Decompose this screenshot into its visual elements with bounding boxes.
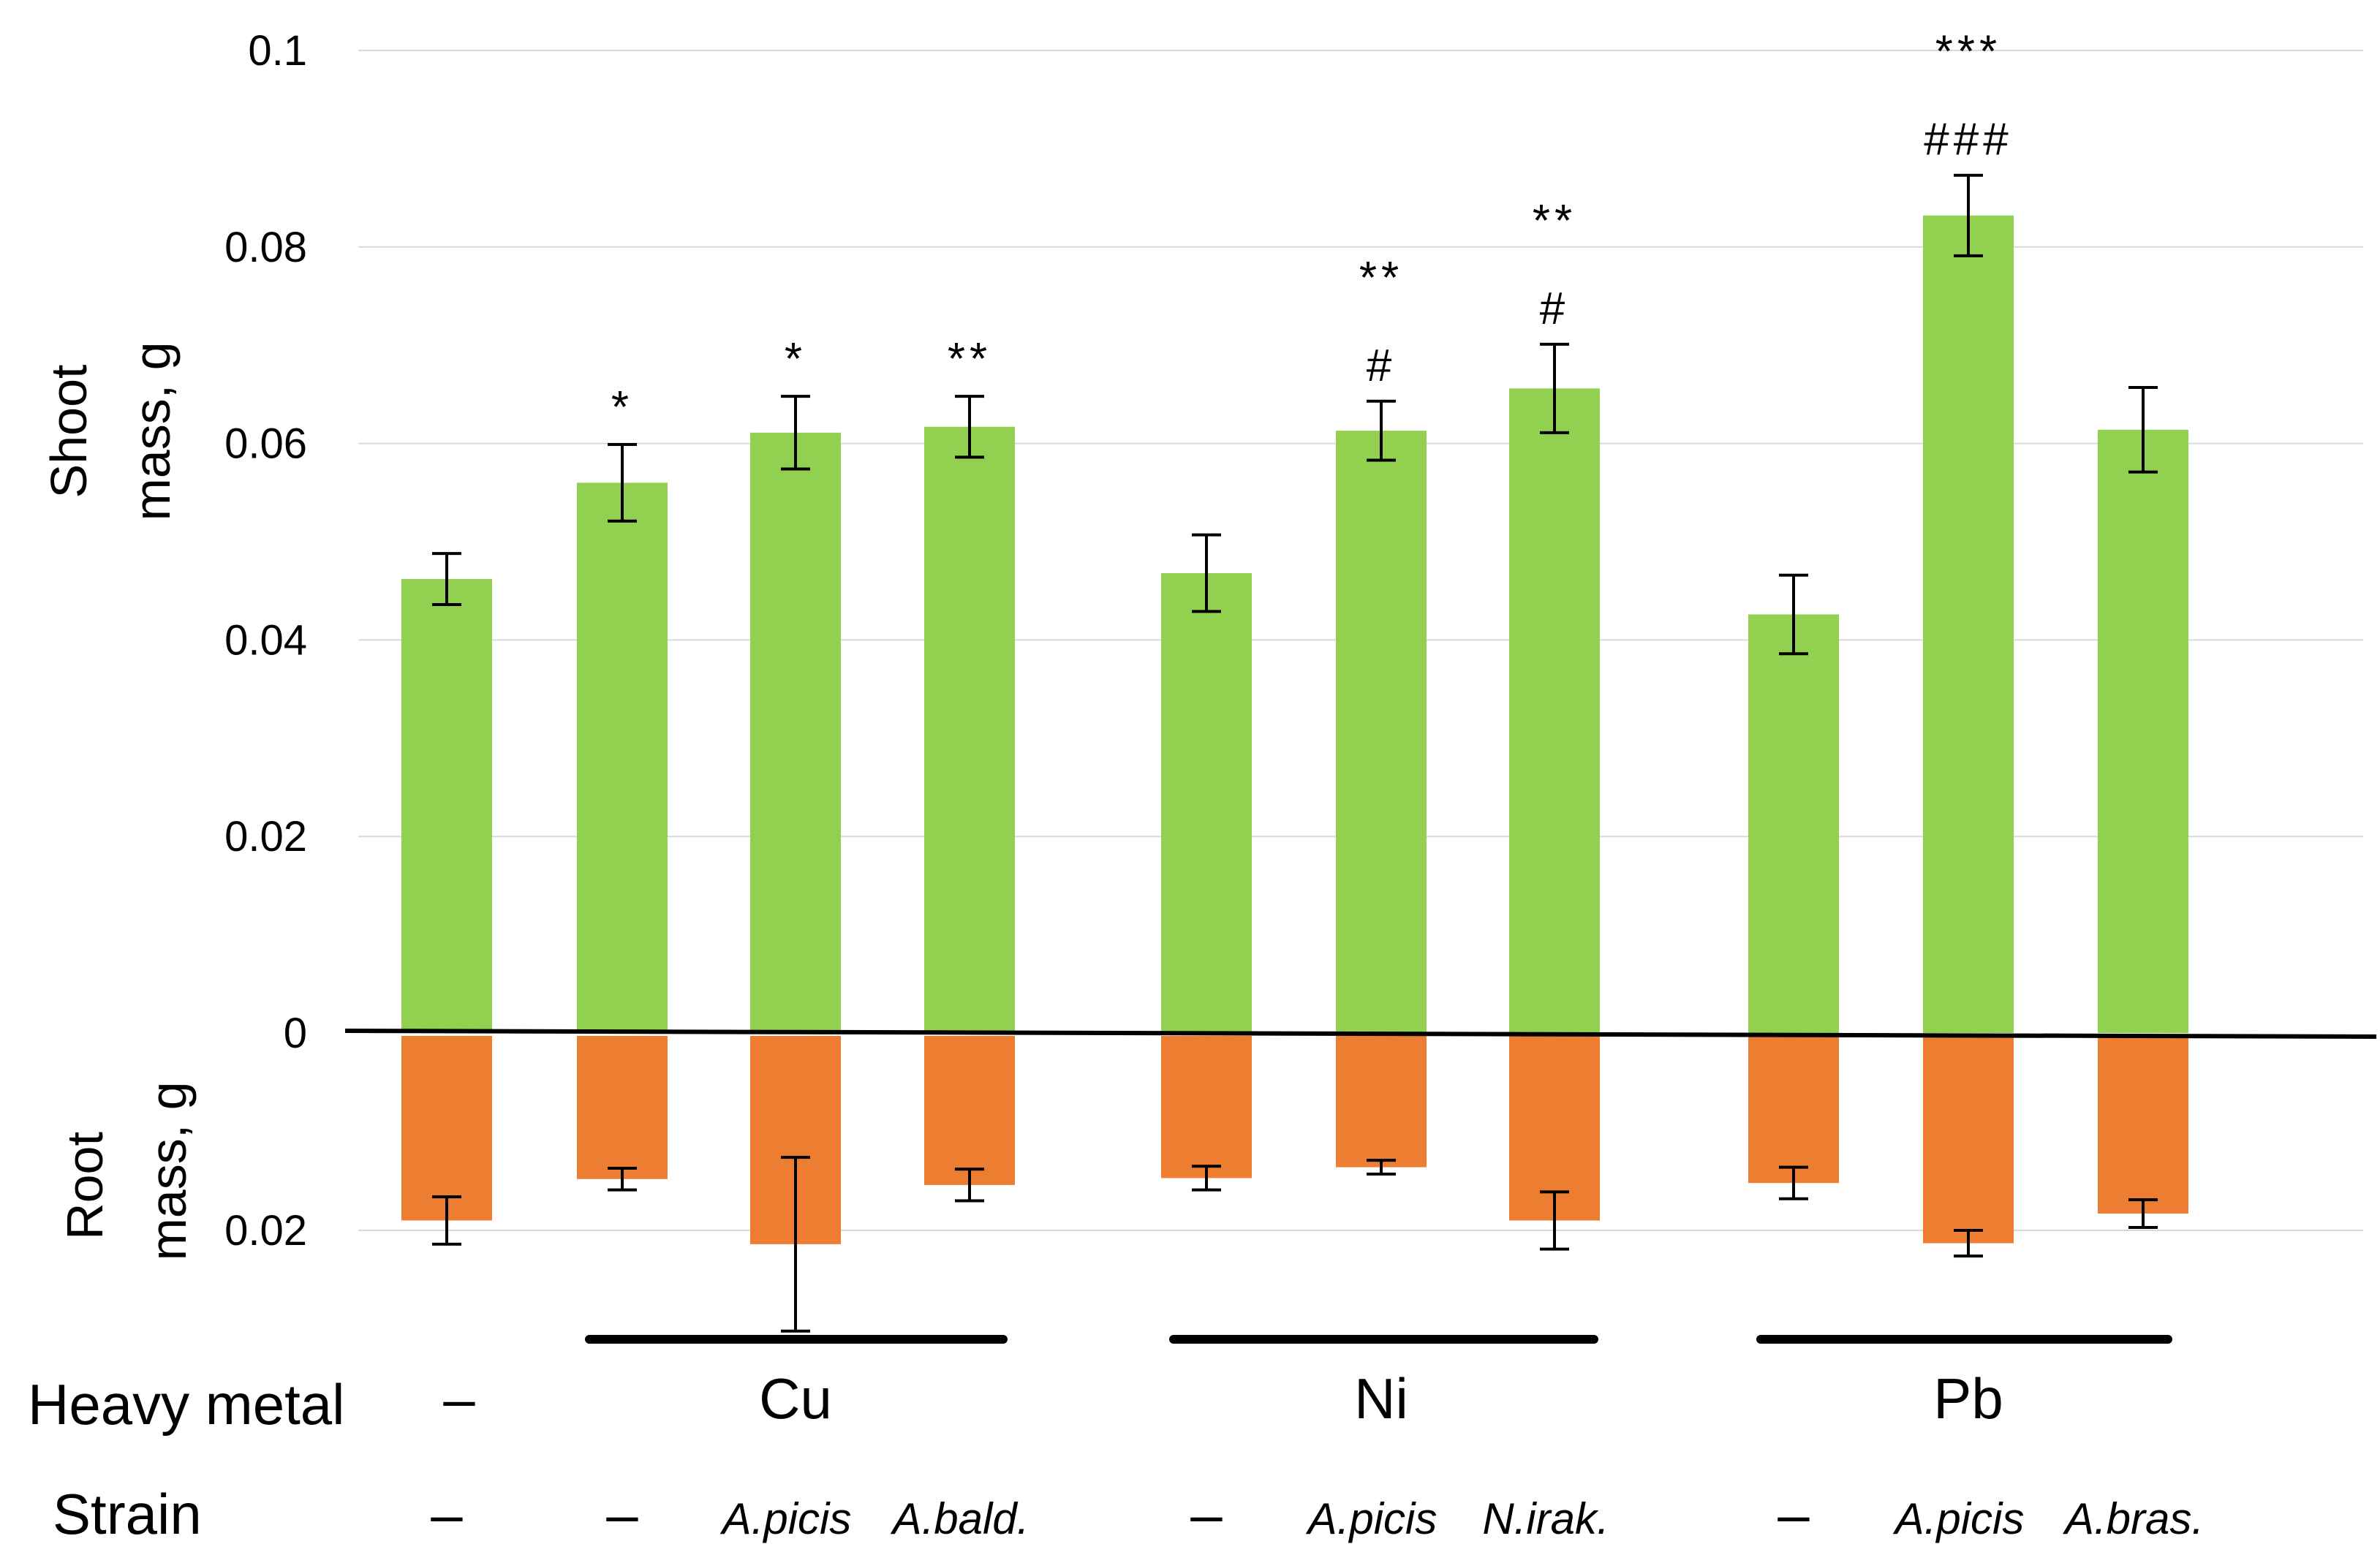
heavy-metal-label: Cu bbox=[759, 1366, 832, 1431]
significance-hash: # bbox=[1540, 284, 1569, 334]
root-bar bbox=[577, 1036, 668, 1179]
shoot-ylabel-line2: mass, g bbox=[124, 341, 181, 521]
root-bar bbox=[1748, 1036, 1839, 1184]
y-tick-label: 0 bbox=[284, 1010, 307, 1057]
shoot-bar bbox=[1923, 215, 2014, 1033]
strain-label: A.picis bbox=[1893, 1494, 2025, 1543]
y-tick-label: 0.08 bbox=[224, 224, 307, 271]
root-bar bbox=[1161, 1036, 1252, 1178]
root-bar bbox=[401, 1036, 492, 1221]
y-tick-label: 0.04 bbox=[224, 616, 307, 664]
significance-star: ** bbox=[948, 334, 991, 385]
root-bar bbox=[924, 1036, 1015, 1185]
y-tick-label: 0.06 bbox=[224, 420, 307, 468]
heavy-metal-label: Pb bbox=[1933, 1366, 2003, 1431]
strain-label: A.picis bbox=[720, 1494, 852, 1543]
zero-axis-line bbox=[344, 1029, 2377, 1039]
treatment-table: Heavy metal Strain bbox=[28, 1372, 345, 1546]
shoot-ylabel-line1: Shoot bbox=[40, 365, 97, 499]
significance-star: ** bbox=[1359, 253, 1403, 303]
root-bar bbox=[2098, 1036, 2188, 1214]
shoot-bar bbox=[577, 482, 668, 1033]
heavy-metal-label: – bbox=[443, 1366, 475, 1431]
heavy-metal-label: Ni bbox=[1354, 1366, 1408, 1431]
bars bbox=[401, 215, 2188, 1244]
strain-label: – bbox=[606, 1482, 638, 1546]
y-tick-label: 0.1 bbox=[248, 27, 307, 75]
strain-label: A.bras. bbox=[2063, 1494, 2204, 1543]
strain-label: – bbox=[431, 1482, 463, 1546]
strain-label: A.picis bbox=[1306, 1494, 1438, 1543]
strain-label: – bbox=[1190, 1482, 1223, 1546]
root-bar bbox=[1336, 1036, 1427, 1167]
strain-label: – bbox=[1778, 1482, 1810, 1546]
error-bars bbox=[432, 173, 2158, 1333]
heavy-metal-row-label: Heavy metal bbox=[28, 1372, 345, 1437]
shoot-bar bbox=[1336, 431, 1427, 1033]
shoot-bar bbox=[1509, 388, 1600, 1033]
shoot-bar bbox=[2098, 429, 2188, 1033]
y-axis-ticks: 0 0.02 0.04 0.06 0.08 0.1 0.02 bbox=[224, 27, 307, 1254]
shoot-bar bbox=[1161, 573, 1252, 1033]
significance-star: *** bbox=[1935, 27, 2001, 77]
strain-label: N.irak. bbox=[1482, 1494, 1609, 1543]
significance-star: ** bbox=[1533, 196, 1576, 246]
shoot-bar bbox=[1748, 614, 1839, 1033]
root-tick-label: 0.02 bbox=[224, 1207, 307, 1254]
strain-labels: – – A.picis A.bald. – A.picis N.irak. – A.picis A… bbox=[431, 1482, 2204, 1546]
root-ylabel-line2: mass, g bbox=[140, 1081, 197, 1260]
root-bar bbox=[1923, 1036, 2014, 1244]
strain-label: A.bald. bbox=[891, 1494, 1030, 1543]
shoot-bar bbox=[401, 579, 492, 1033]
significance-hash: # bbox=[1367, 341, 1396, 391]
root-ylabel-line1: Root bbox=[56, 1132, 113, 1240]
strain-row-label: Strain bbox=[53, 1482, 202, 1546]
shoot-bar bbox=[924, 426, 1015, 1033]
significance-star: * bbox=[611, 382, 633, 433]
y-tick-label: 0.02 bbox=[224, 813, 307, 860]
shoot-bar bbox=[750, 432, 841, 1033]
heavy-metal-labels: – Cu Ni Pb bbox=[443, 1366, 2003, 1431]
root-bar bbox=[1509, 1036, 1600, 1221]
axis-titles: Shoot mass, g Root mass, g bbox=[40, 341, 197, 1260]
significance-star: * bbox=[785, 334, 806, 385]
significance-labels: ** ** #**#**###*** bbox=[611, 27, 2012, 433]
significance-hash: ### bbox=[1924, 115, 2012, 165]
